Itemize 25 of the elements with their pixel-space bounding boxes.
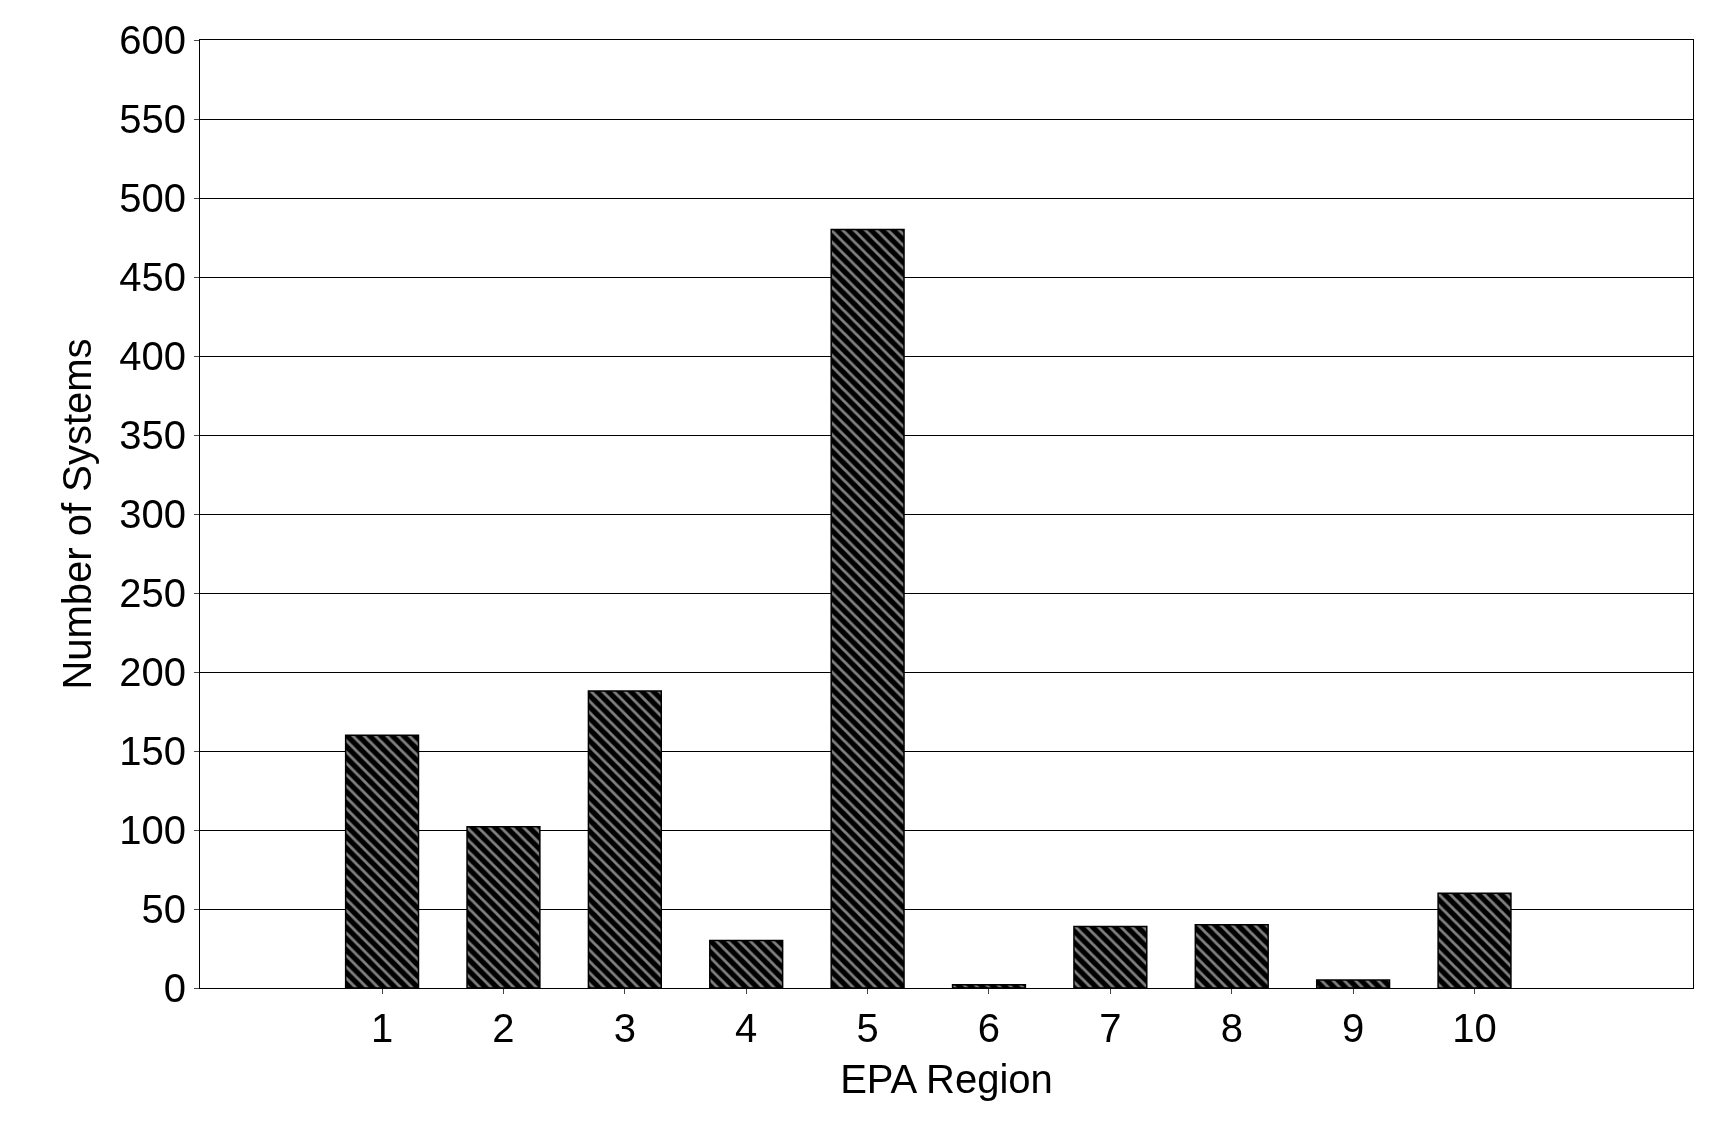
- y-tick-label: 50: [141, 887, 186, 931]
- y-axis-title: Number of Systems: [54, 338, 99, 690]
- x-tick-label: 5: [856, 1006, 879, 1050]
- x-tick-label: 10: [1452, 1006, 1497, 1050]
- y-tick-label: 200: [119, 650, 186, 694]
- y-tick-label: 500: [119, 176, 186, 220]
- x-tick-label: 9: [1342, 1006, 1365, 1050]
- x-axis-title: EPA Region: [840, 1056, 1053, 1101]
- x-tick-label: 8: [1220, 1006, 1243, 1050]
- y-tick-label: 450: [119, 255, 186, 299]
- y-tick-label: 600: [119, 18, 186, 62]
- y-tick-label: 250: [119, 571, 186, 615]
- y-tick-label: 150: [119, 729, 186, 773]
- x-tick-label: 1: [370, 1006, 394, 1050]
- y-tick-label: 0: [163, 966, 186, 1010]
- y-tick-label: 400: [119, 334, 186, 378]
- x-tick-label: 6: [977, 1006, 1001, 1050]
- x-tick-label: 3: [613, 1006, 636, 1050]
- y-tick-label: 100: [119, 808, 186, 852]
- y-tick-label: 300: [119, 492, 186, 536]
- y-tick-label: 550: [119, 97, 186, 141]
- x-tick-label: 7: [1099, 1006, 1122, 1050]
- x-tick-label: 4: [735, 1006, 758, 1050]
- y-tick-label: 350: [119, 413, 186, 457]
- x-tick-label: 2: [492, 1006, 515, 1050]
